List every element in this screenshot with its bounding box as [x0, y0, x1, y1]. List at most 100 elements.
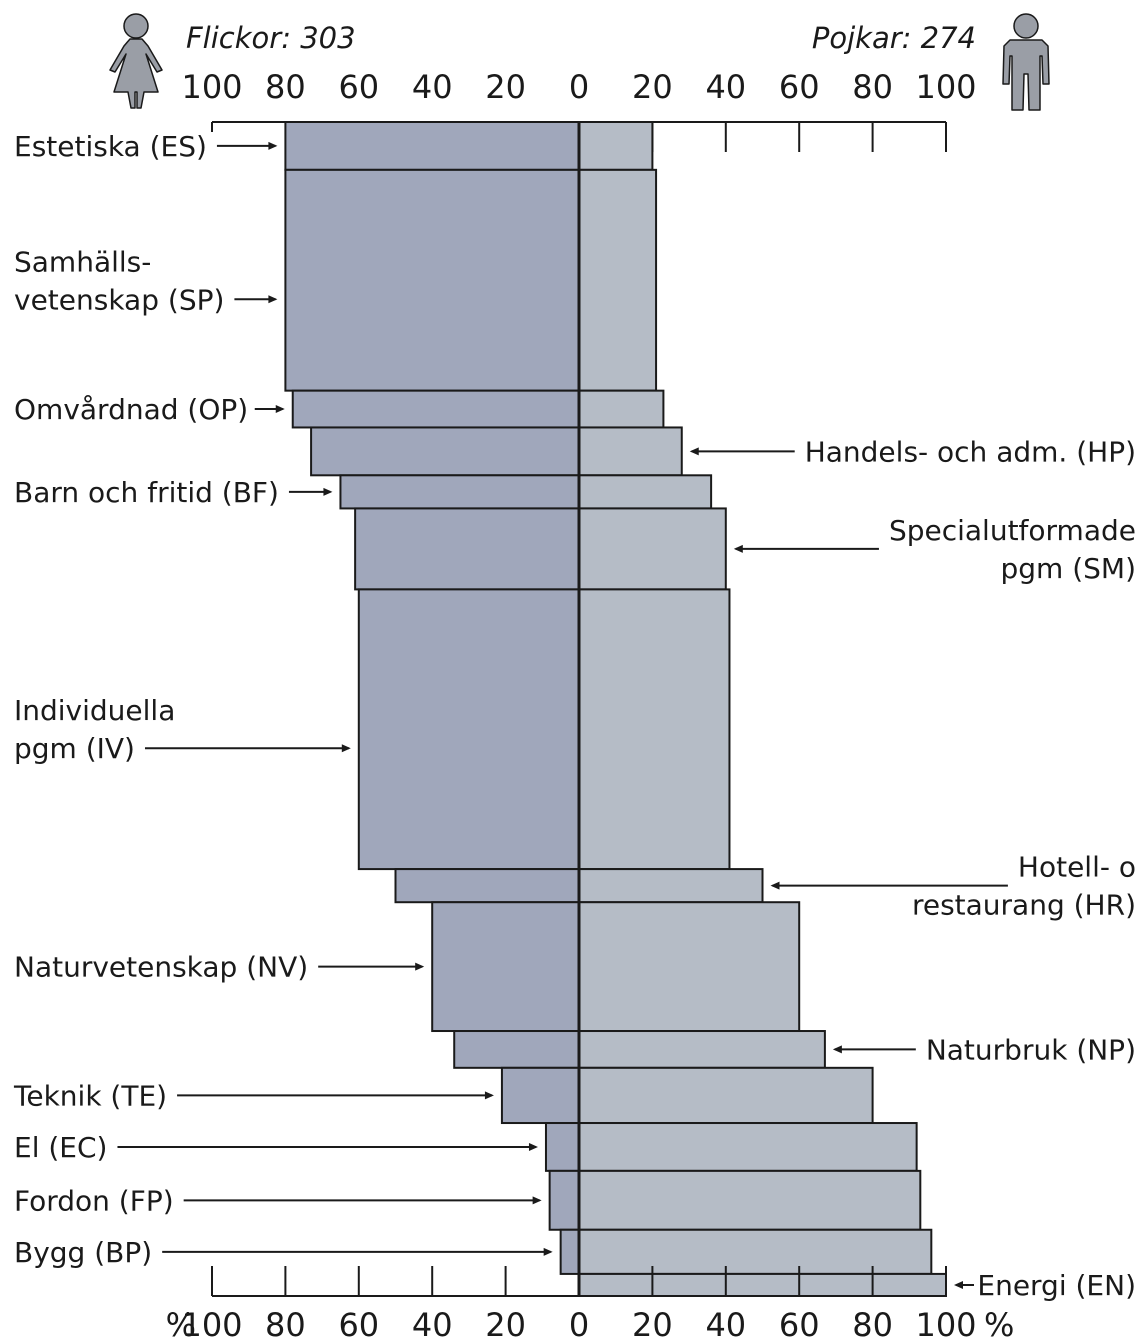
annotations-group: Estetiska (ES) Samhälls-vetenskap (SP) Omv… [13, 130, 1136, 1302]
category-label: El (EC) [14, 1131, 107, 1164]
bar-boys [578, 588, 731, 871]
bottom-tick-label: 80 [852, 1306, 893, 1342]
top-tick-label: 40 [705, 68, 746, 106]
arrow-head [323, 487, 333, 496]
bottom-tick-label: 20 [632, 1306, 673, 1342]
category-label: Samhälls- [14, 245, 151, 278]
top-tick-label: 40 [412, 68, 453, 106]
category-label: restaurang (HR) [912, 889, 1136, 922]
top-tick-label: 100 [181, 68, 242, 106]
bar-girls [339, 474, 581, 510]
top-tick-label: 100 [915, 68, 976, 106]
bar-boys [578, 1169, 922, 1231]
top-tick-label: 60 [779, 68, 820, 106]
arrow-head [733, 544, 743, 553]
top-tick-label: 80 [265, 68, 306, 106]
male-figure-icon [1002, 13, 1050, 111]
group-icons [109, 13, 1050, 111]
bar-girls [354, 507, 580, 591]
bar-boys [578, 1272, 947, 1297]
bar-boys [578, 1228, 933, 1275]
bar-boys [578, 901, 801, 1033]
bar-boys [578, 426, 683, 477]
bottom-tick-label: 20 [485, 1306, 526, 1342]
bar-boys [578, 507, 727, 591]
arrow-head [543, 1247, 553, 1256]
bar-girls [284, 168, 580, 392]
top-tick-label: 20 [485, 68, 526, 106]
arrow-head [832, 1045, 842, 1054]
bar-boys [578, 474, 713, 510]
category-label: Energi (EN) [977, 1269, 1136, 1302]
annotation: Hotell- o restaurang (HR) [770, 851, 1136, 922]
arrow-head [484, 1091, 494, 1100]
bar-girls [559, 1228, 581, 1275]
top-axis: 100 80 60 40 20 0 20 40 60 80 100 [181, 68, 977, 152]
bottom-tick-label: 80 [265, 1306, 306, 1342]
top-tick-label: 60 [338, 68, 379, 106]
unit-label-left: % [166, 1306, 196, 1342]
bar-girls [284, 121, 580, 171]
category-label: Naturbruk (NP) [926, 1033, 1136, 1066]
category-label: Individuella [14, 694, 175, 727]
bar-girls [357, 588, 580, 871]
category-label: Naturvetenskap (NV) [14, 951, 308, 984]
female-figure-icon [109, 13, 163, 109]
bar-boys [578, 1122, 918, 1172]
bar-boys [578, 121, 654, 171]
annotation: Energi (EN) [954, 1269, 1136, 1302]
annotation: Samhälls-vetenskap (SP) [14, 245, 278, 316]
category-label: pgm (IV) [14, 732, 135, 765]
top-tick-label: 80 [852, 68, 893, 106]
bar-boys [578, 868, 764, 904]
category-label: Teknik (TE) [13, 1079, 167, 1112]
arrow-head [528, 1142, 538, 1151]
annotation: Naturbruk (NP) [832, 1033, 1136, 1066]
category-label: Omvårdnad (OP) [14, 393, 248, 426]
unit-label-right: % [984, 1306, 1014, 1342]
annotation: Teknik (TE) [13, 1079, 494, 1112]
bar-boys [578, 389, 665, 429]
category-label: Hotell- o [1018, 851, 1136, 884]
girls-count-label: Flickor: 303 [186, 21, 356, 55]
bar-girls [544, 1122, 580, 1172]
annotation: Estetiska (ES) [14, 130, 278, 163]
category-label: Fordon (FP) [14, 1184, 174, 1217]
bar-boys [578, 168, 658, 392]
category-label: Specialutformade [889, 514, 1136, 547]
bar-girls [453, 1030, 580, 1069]
bottom-tick-label: 40 [705, 1306, 746, 1342]
arrow-head [268, 141, 278, 150]
annotation: Barn och fritid (BF) [14, 476, 333, 509]
bar-boys [578, 1030, 826, 1069]
bar-girls [394, 868, 580, 904]
category-label: Handels- och adm. (HP) [805, 435, 1136, 468]
bar-boys [578, 1066, 874, 1125]
annotation: El (EC) [14, 1131, 538, 1164]
bottom-tick-label: 60 [779, 1306, 820, 1342]
category-label: Estetiska (ES) [14, 130, 207, 163]
bottom-axis: 100 80 60 40 20 0 20 40 60 80 100%% [166, 1266, 1014, 1342]
annotation: Bygg (BP) [14, 1236, 553, 1269]
annotation: Specialutformade pgm (SM) [733, 514, 1136, 585]
arrow-head [954, 1280, 963, 1289]
annotation: Naturvetenskap (NV) [14, 951, 425, 984]
bar-girls [548, 1169, 581, 1231]
top-tick-label: 20 [632, 68, 673, 106]
bottom-tick-label: 100 [915, 1306, 976, 1342]
category-label: Barn och fritid (BF) [14, 476, 279, 509]
category-label: Bygg (BP) [14, 1236, 152, 1269]
bottom-tick-label: 0 [569, 1306, 589, 1342]
bar-girls [310, 426, 580, 477]
bottom-tick-label: 60 [338, 1306, 379, 1342]
annotation: Fordon (FP) [14, 1184, 542, 1217]
bottom-tick-label: 100 [181, 1306, 242, 1342]
boys-count-label: Pojkar: 274 [812, 21, 976, 55]
bars-group [284, 121, 947, 1297]
bar-girls [291, 389, 580, 429]
top-tick-label: 0 [569, 68, 589, 106]
bottom-tick-label: 40 [412, 1306, 453, 1342]
bar-girls [500, 1066, 580, 1125]
bar-girls [431, 901, 581, 1033]
